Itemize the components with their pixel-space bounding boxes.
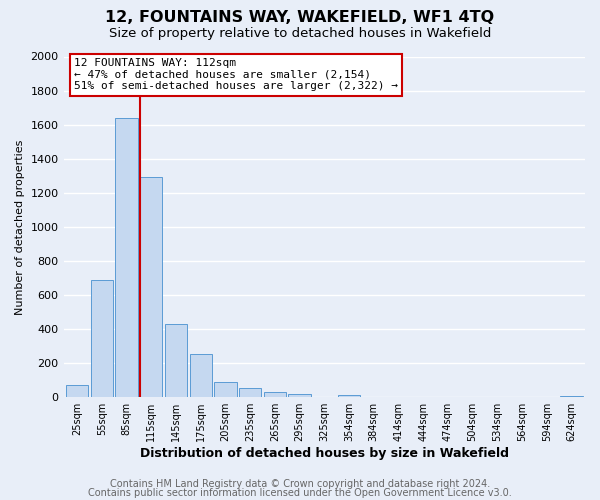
Bar	[264, 392, 286, 397]
Y-axis label: Number of detached properties: Number of detached properties	[15, 139, 25, 314]
Text: Contains public sector information licensed under the Open Government Licence v3: Contains public sector information licen…	[88, 488, 512, 498]
Bar	[66, 386, 88, 397]
Bar	[91, 280, 113, 397]
Bar	[140, 178, 163, 397]
Bar	[214, 382, 236, 397]
Text: Size of property relative to detached houses in Wakefield: Size of property relative to detached ho…	[109, 28, 491, 40]
Bar	[115, 118, 137, 397]
Bar	[289, 394, 311, 397]
Text: Contains HM Land Registry data © Crown copyright and database right 2024.: Contains HM Land Registry data © Crown c…	[110, 479, 490, 489]
Bar	[338, 394, 360, 397]
Text: 12 FOUNTAINS WAY: 112sqm
← 47% of detached houses are smaller (2,154)
51% of sem: 12 FOUNTAINS WAY: 112sqm ← 47% of detach…	[74, 58, 398, 92]
Bar	[190, 354, 212, 397]
Text: 12, FOUNTAINS WAY, WAKEFIELD, WF1 4TQ: 12, FOUNTAINS WAY, WAKEFIELD, WF1 4TQ	[106, 10, 494, 25]
Bar	[239, 388, 261, 397]
Bar	[560, 396, 583, 397]
Bar	[165, 324, 187, 397]
X-axis label: Distribution of detached houses by size in Wakefield: Distribution of detached houses by size …	[140, 447, 509, 460]
